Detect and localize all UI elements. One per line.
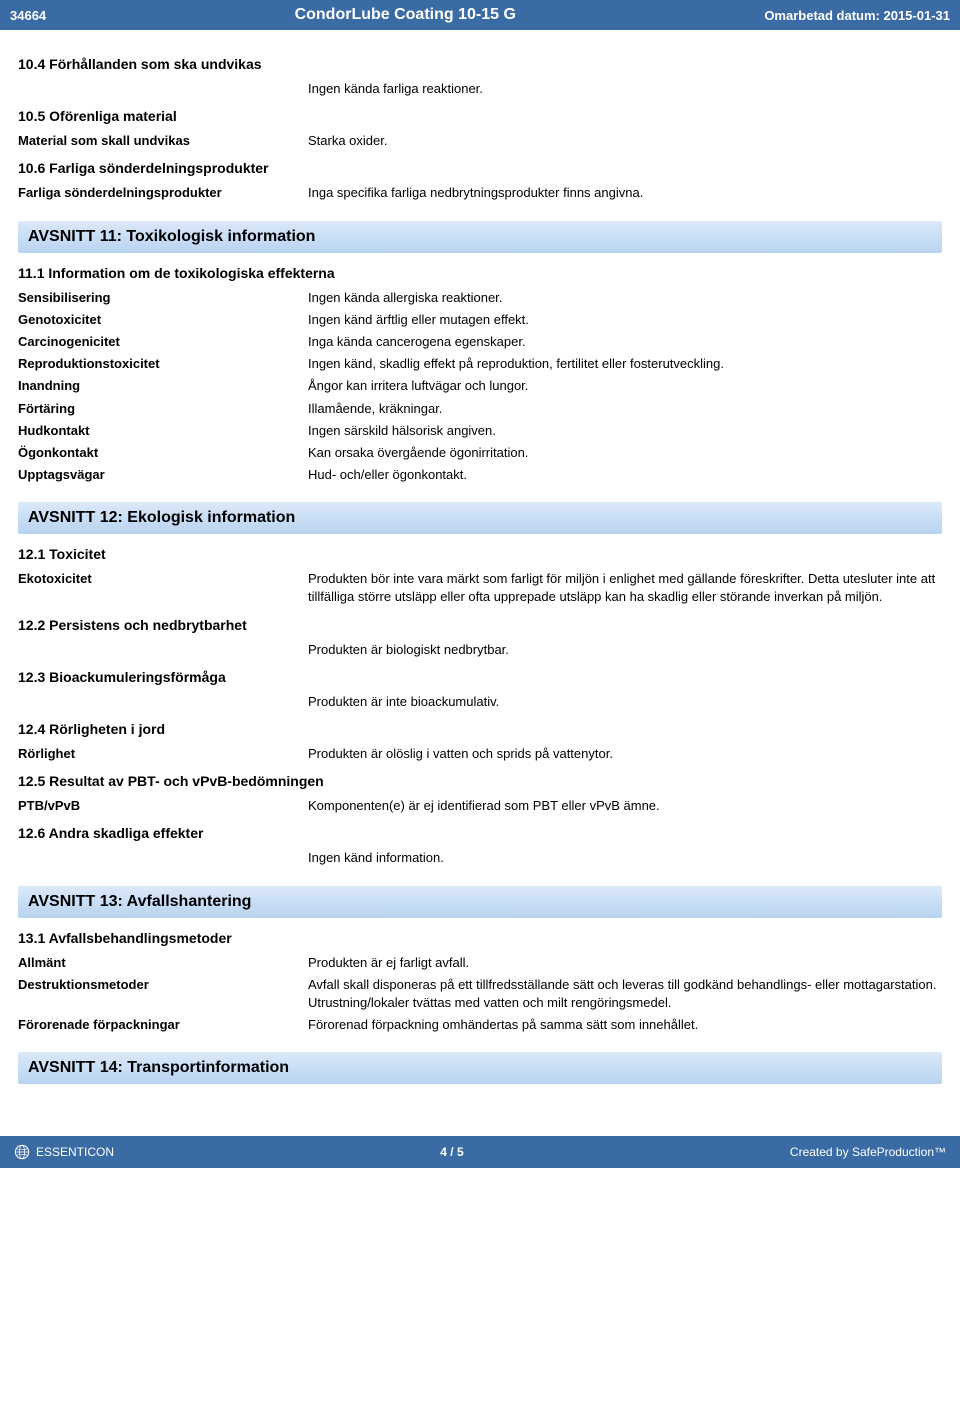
waste-label: Destruktionsmetoder	[18, 976, 308, 1012]
tox-value: Hud- och/eller ögonkontakt.	[308, 466, 942, 484]
doc-title: CondorLube Coating 10-15 G	[295, 6, 516, 24]
tox-label: Sensibilisering	[18, 289, 308, 307]
globe-icon	[14, 1144, 30, 1160]
label-material: Material som skall undvikas	[18, 132, 308, 150]
waste-row: AllmäntProdukten är ej farligt avfall.	[18, 954, 942, 972]
value-12-3: Produkten är inte bioackumulativ.	[308, 693, 942, 711]
tox-row: HudkontaktIngen särskild hälsorisk angiv…	[18, 422, 942, 440]
value-12-2: Produkten är biologiskt nedbrytbar.	[308, 641, 942, 659]
revision-date: Omarbetad datum: 2015-01-31	[764, 8, 950, 23]
waste-value: Avfall skall disponeras på ett tillfreds…	[308, 976, 942, 1012]
page-content: 10.4 Förhållanden som ska undvikas Ingen…	[0, 30, 960, 1136]
tox-value: Ångor kan irritera luftvägar och lungor.	[308, 377, 942, 395]
heading-13-1: 13.1 Avfallsbehandlingsmetoder	[18, 930, 942, 946]
footer-brand-text: ESSENTICON	[36, 1145, 114, 1159]
tox-label: Ögonkontakt	[18, 444, 308, 462]
value-ecotox: Produkten bör inte vara märkt som farlig…	[308, 570, 942, 606]
footer-bar: ESSENTICON 4 / 5 Created by SafeProducti…	[0, 1136, 960, 1168]
tox-label: Reproduktionstoxicitet	[18, 355, 308, 373]
tox-label: Carcinogenicitet	[18, 333, 308, 351]
footer-credit: Created by SafeProduction™	[790, 1145, 946, 1159]
section-12-title: AVSNITT 12: Ekologisk information	[18, 502, 942, 534]
label-mobility: Rörlighet	[18, 745, 308, 763]
heading-11-1: 11.1 Information om de toxikologiska eff…	[18, 265, 942, 281]
section-13-title: AVSNITT 13: Avfallshantering	[18, 886, 942, 918]
heading-12-2: 12.2 Persistens och nedbrytbarhet	[18, 617, 942, 633]
tox-value: Ingen känd, skadlig effekt på reprodukti…	[308, 355, 942, 373]
heading-12-1: 12.1 Toxicitet	[18, 546, 942, 562]
waste-value: Förorenad förpackning omhändertas på sam…	[308, 1016, 942, 1034]
header-bar: 34664 CondorLube Coating 10-15 G Omarbet…	[0, 0, 960, 30]
heading-10-4: 10.4 Förhållanden som ska undvikas	[18, 56, 942, 72]
tox-label: Inandning	[18, 377, 308, 395]
heading-10-5: 10.5 Oförenliga material	[18, 108, 942, 124]
tox-row: CarcinogenicitetInga kända cancerogena e…	[18, 333, 942, 351]
heading-12-4: 12.4 Rörligheten i jord	[18, 721, 942, 737]
section-14-title: AVSNITT 14: Transportinformation	[18, 1052, 942, 1084]
value-pbt: Komponenten(e) är ej identifierad som PB…	[308, 797, 942, 815]
heading-12-6: 12.6 Andra skadliga effekter	[18, 825, 942, 841]
value-10-4: Ingen kända farliga reaktioner.	[308, 80, 942, 98]
tox-label: Förtäring	[18, 400, 308, 418]
heading-12-3: 12.3 Bioackumuleringsförmåga	[18, 669, 942, 685]
tox-value: Ingen särskild hälsorisk angiven.	[308, 422, 942, 440]
tox-label: Hudkontakt	[18, 422, 308, 440]
waste-label: Förorenade förpackningar	[18, 1016, 308, 1034]
tox-value: Ingen känd ärftlig eller mutagen effekt.	[308, 311, 942, 329]
tox-row: FörtäringIllamående, kräkningar.	[18, 400, 942, 418]
waste-label: Allmänt	[18, 954, 308, 972]
section-11-title: AVSNITT 11: Toxikologisk information	[18, 221, 942, 253]
tox-row: UpptagsvägarHud- och/eller ögonkontakt.	[18, 466, 942, 484]
value-mobility: Produkten är olöslig i vatten och sprids…	[308, 745, 942, 763]
tox-value: Illamående, kräkningar.	[308, 400, 942, 418]
doc-number: 34664	[10, 8, 46, 23]
page-number: 4 / 5	[440, 1145, 463, 1159]
label-pbt: PTB/vPvB	[18, 797, 308, 815]
tox-row: ÖgonkontaktKan orsaka övergående ögonirr…	[18, 444, 942, 462]
tox-label: Upptagsvägar	[18, 466, 308, 484]
label-ecotox: Ekotoxicitet	[18, 570, 308, 606]
value-12-6: Ingen känd information.	[308, 849, 942, 867]
heading-12-5: 12.5 Resultat av PBT- och vPvB-bedömning…	[18, 773, 942, 789]
tox-row: InandningÅngor kan irritera luftvägar oc…	[18, 377, 942, 395]
heading-10-6: 10.6 Farliga sönderdelningsprodukter	[18, 160, 942, 176]
value-decomp: Inga specifika farliga nedbrytningsprodu…	[308, 184, 942, 202]
footer-brand: ESSENTICON	[14, 1144, 114, 1160]
tox-value: Inga kända cancerogena egenskaper.	[308, 333, 942, 351]
waste-row: Förorenade förpackningarFörorenad förpac…	[18, 1016, 942, 1034]
tox-value: Kan orsaka övergående ögonirritation.	[308, 444, 942, 462]
waste-value: Produkten är ej farligt avfall.	[308, 954, 942, 972]
tox-row: ReproduktionstoxicitetIngen känd, skadli…	[18, 355, 942, 373]
tox-row: GenotoxicitetIngen känd ärftlig eller mu…	[18, 311, 942, 329]
waste-row: DestruktionsmetoderAvfall skall disponer…	[18, 976, 942, 1012]
tox-value: Ingen kända allergiska reaktioner.	[308, 289, 942, 307]
tox-row: SensibiliseringIngen kända allergiska re…	[18, 289, 942, 307]
label-decomp: Farliga sönderdelningsprodukter	[18, 184, 308, 202]
value-material: Starka oxider.	[308, 132, 942, 150]
tox-label: Genotoxicitet	[18, 311, 308, 329]
